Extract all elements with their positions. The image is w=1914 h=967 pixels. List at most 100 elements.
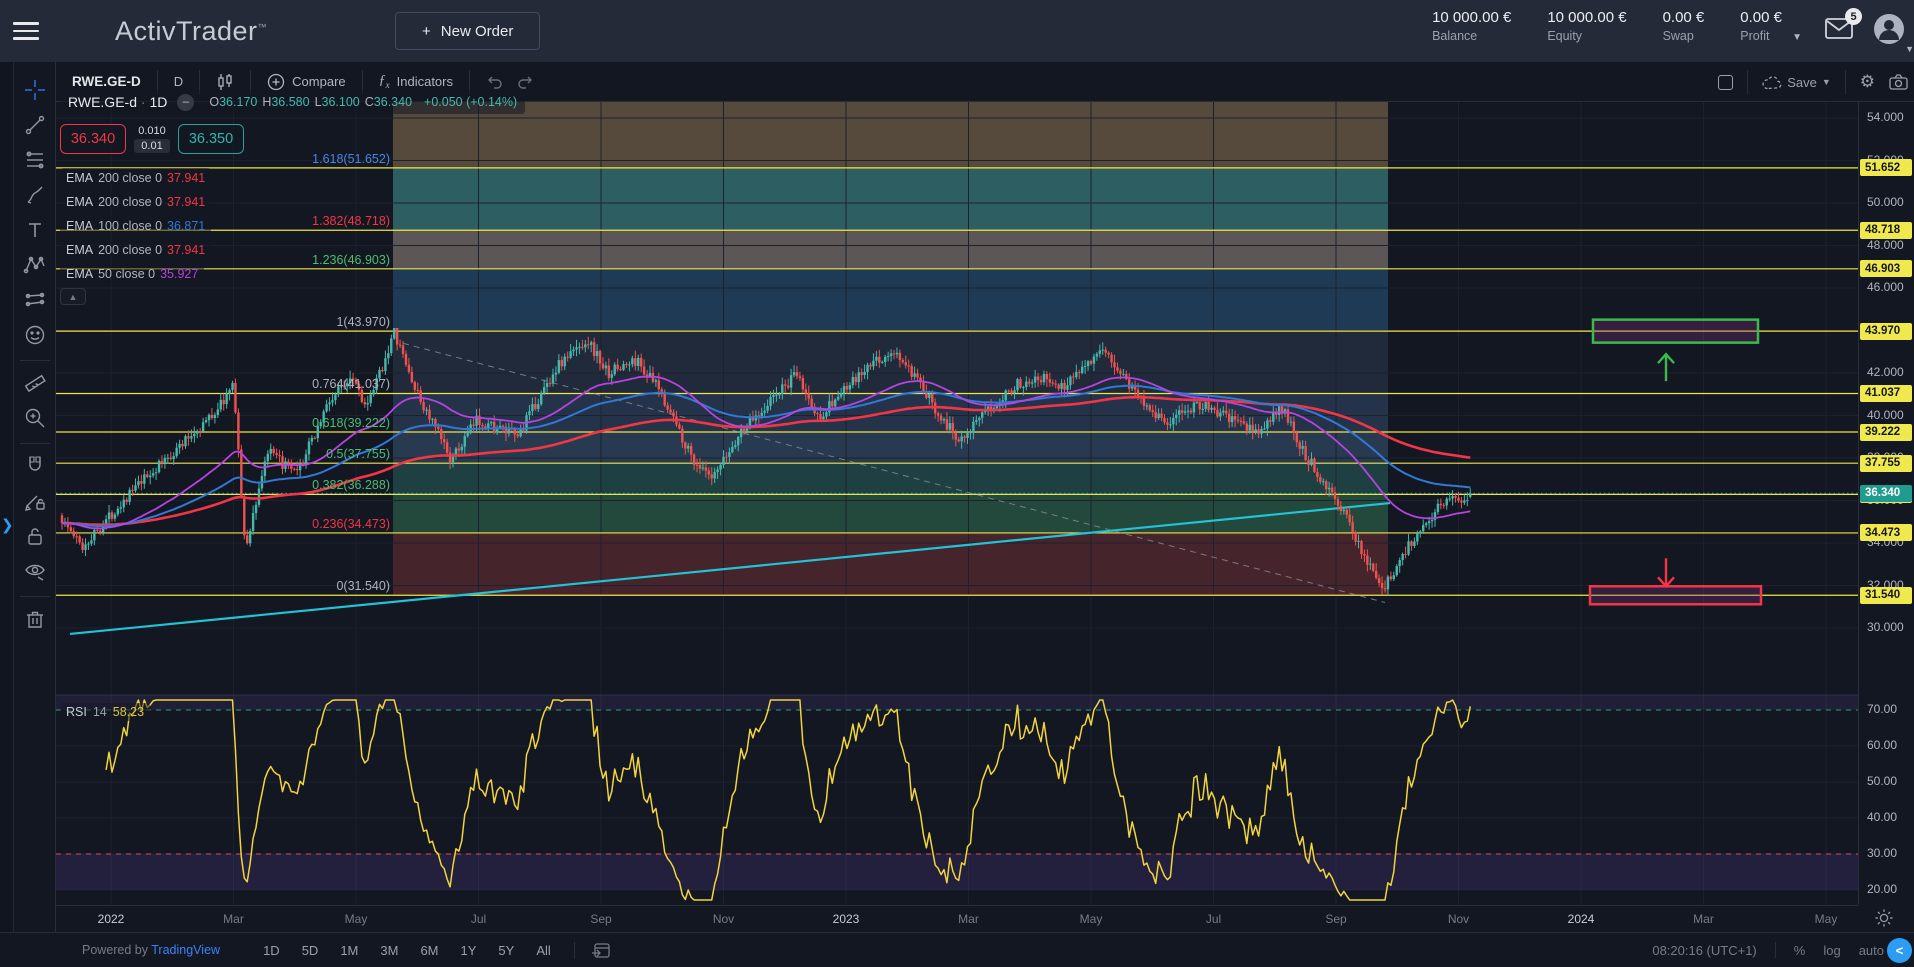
xabcd-pattern-tool[interactable] — [19, 249, 51, 281]
save-layout-button[interactable]: Save ▼ — [1762, 75, 1831, 90]
indicators-button[interactable]: ƒx Indicators — [378, 73, 453, 90]
crosshair-tool[interactable] — [19, 74, 51, 106]
log-scale-button[interactable]: log — [1823, 942, 1841, 958]
indicator-legend-row[interactable]: EMA 100 close 0 36.871 — [60, 216, 212, 235]
range-button-all[interactable]: All — [536, 942, 551, 958]
range-button-1m[interactable]: 1M — [340, 942, 359, 958]
indicator-legend-row[interactable]: EMA 200 close 0 37.941 — [60, 240, 212, 259]
compare-button[interactable]: Compare — [261, 73, 351, 91]
chevron-down-icon[interactable]: ▼ — [1792, 32, 1802, 43]
layout-select-button[interactable] — [1718, 74, 1734, 90]
drawing-mode-tool[interactable] — [19, 485, 51, 517]
remove-drawings-tool[interactable] — [19, 603, 51, 635]
indicator-value: 35.927 — [160, 266, 199, 281]
quote-row: 36.340 0.010 0.01 36.350 — [60, 124, 525, 154]
rsi-legend-row[interactable]: RSI 14 58.23 — [60, 703, 151, 721]
indicator-legend-row[interactable]: EMA 50 close 0 35.927 — [60, 264, 205, 283]
time-label-month: Nov — [1447, 912, 1470, 926]
settings-button[interactable]: ⚙ — [1859, 72, 1875, 91]
account-stat-equity: 10 000.00 € Equity — [1547, 9, 1626, 43]
indicator-name: EMA — [66, 266, 94, 281]
account-stats: 10 000.00 € Balance 10 000.00 € Equity 0.00 … — [1432, 9, 1782, 43]
symbol-search-button[interactable]: RWE.GE-D — [72, 74, 141, 89]
tradingview-link[interactable]: TradingView — [151, 943, 221, 957]
time-axis[interactable]: 2022 Mar May Jul Sep Nov 2023 Mar May Jul Sep Nov 20… — [56, 905, 1858, 932]
fib-retracement-tool[interactable] — [19, 144, 51, 176]
price-tick: 50.000 — [1867, 195, 1904, 209]
symbol-legend-row[interactable]: RWE.GE-d · 1D – O36.170 H36.580 L36.100 C36… — [60, 90, 526, 114]
price-tick: 54.000 — [1867, 110, 1904, 124]
indicator-value: 37.941 — [167, 242, 206, 257]
candles-icon — [218, 73, 232, 90]
price-chart — [56, 102, 1858, 905]
cloud-icon — [1762, 75, 1782, 89]
measure-tool[interactable] — [19, 367, 51, 399]
toolbar-divider — [19, 443, 50, 444]
time-label-month: Sep — [590, 912, 612, 926]
avatar[interactable] — [1872, 12, 1906, 46]
price-axis[interactable]: 54.00052.00050.00048.00046.00044.00042.0… — [1858, 102, 1914, 905]
go-to-date-icon — [591, 942, 610, 958]
lock-drawings-tool[interactable] — [19, 520, 51, 552]
text-tool[interactable] — [19, 214, 51, 246]
brush-tool[interactable] — [19, 179, 51, 211]
hide-series-icon[interactable]: – — [177, 93, 195, 111]
notifications-button[interactable]: 5 — [1824, 8, 1862, 45]
percent-scale-button[interactable]: % — [1793, 942, 1806, 958]
stat-value: 10 000.00 € — [1432, 9, 1512, 26]
clock[interactable]: 08:20:16 (UTC+1) — [1652, 942, 1757, 958]
zoom-in-tool[interactable] — [19, 402, 51, 434]
collapse-legend-button[interactable]: ▲ — [60, 288, 86, 305]
range-button-5d[interactable]: 5D — [301, 942, 319, 958]
new-order-button[interactable]: + New Order — [395, 12, 541, 50]
time-label-year: 2024 — [1567, 912, 1595, 926]
fib-price-badge: 37.755 — [1860, 454, 1912, 472]
compare-plus-icon — [268, 73, 285, 90]
change-value: +0.050 (+0.14%) — [424, 95, 518, 109]
auto-scale-button[interactable]: auto — [1858, 942, 1884, 958]
magnet-tool[interactable] — [19, 450, 51, 482]
fib-price-badge: 31.540 — [1860, 586, 1912, 604]
account-stat-profit: 0.00 € Profit — [1740, 9, 1782, 43]
range-button-6m[interactable]: 6M — [420, 942, 439, 958]
indicator-params: 50 close 0 — [98, 266, 156, 281]
trend-line-tool[interactable] — [19, 109, 51, 141]
time-label-month: Jul — [1205, 912, 1222, 926]
user-icon — [1874, 14, 1904, 44]
fib-price-badge: 43.970 — [1860, 322, 1912, 340]
account-stat-balance: 10 000.00 € Balance — [1432, 9, 1511, 43]
chart-style-button[interactable] — [210, 73, 240, 91]
chevron-down-icon[interactable]: ▼ — [1905, 44, 1914, 54]
sell-button[interactable]: 36.340 — [60, 124, 126, 154]
range-button-5y[interactable]: 5Y — [498, 942, 515, 958]
range-button-3m[interactable]: 3M — [380, 942, 399, 958]
interval-button[interactable]: D — [173, 74, 184, 89]
go-to-date-button[interactable] — [573, 941, 611, 959]
stat-label: Equity — [1547, 29, 1583, 43]
undo-button[interactable] — [480, 75, 510, 89]
range-button-1y[interactable]: 1Y — [460, 942, 477, 958]
buy-button[interactable]: 36.350 — [178, 124, 244, 154]
stat-label: Profit — [1740, 29, 1770, 43]
toolbar-divider — [19, 596, 50, 597]
indicator-name: EMA — [66, 218, 94, 233]
fib-label-0.764: 0.764(41.037) — [312, 377, 390, 392]
range-button-1d[interactable]: 1D — [263, 942, 280, 958]
undo-icon — [488, 76, 502, 89]
stat-value: 0.00 € — [1740, 9, 1782, 26]
chart-pane[interactable]: 1.618(51.652) 1.382(48.718) 1.236(46.903) 1… — [56, 90, 1858, 905]
ohlc-l: L36.100 — [314, 95, 360, 109]
emoji-tool[interactable] — [19, 319, 51, 351]
indicator-legend-row[interactable]: EMA 200 close 0 37.941 — [60, 168, 212, 187]
snapshot-button[interactable] — [1889, 74, 1908, 90]
app-logo: ActivTrader™ — [115, 15, 268, 46]
collapse-chart-button[interactable]: < — [1887, 938, 1912, 963]
axis-settings-sun-icon[interactable] — [1874, 908, 1894, 928]
expand-panel-icon[interactable]: ❯ — [1, 517, 14, 534]
forecast-tool[interactable] — [19, 284, 51, 316]
indicator-legend-row[interactable]: EMA 200 close 0 37.941 — [60, 192, 212, 211]
time-label-month: Mar — [223, 912, 244, 926]
redo-button[interactable] — [510, 75, 540, 89]
hide-drawings-tool[interactable] — [19, 555, 51, 587]
menu-icon[interactable] — [13, 22, 39, 40]
